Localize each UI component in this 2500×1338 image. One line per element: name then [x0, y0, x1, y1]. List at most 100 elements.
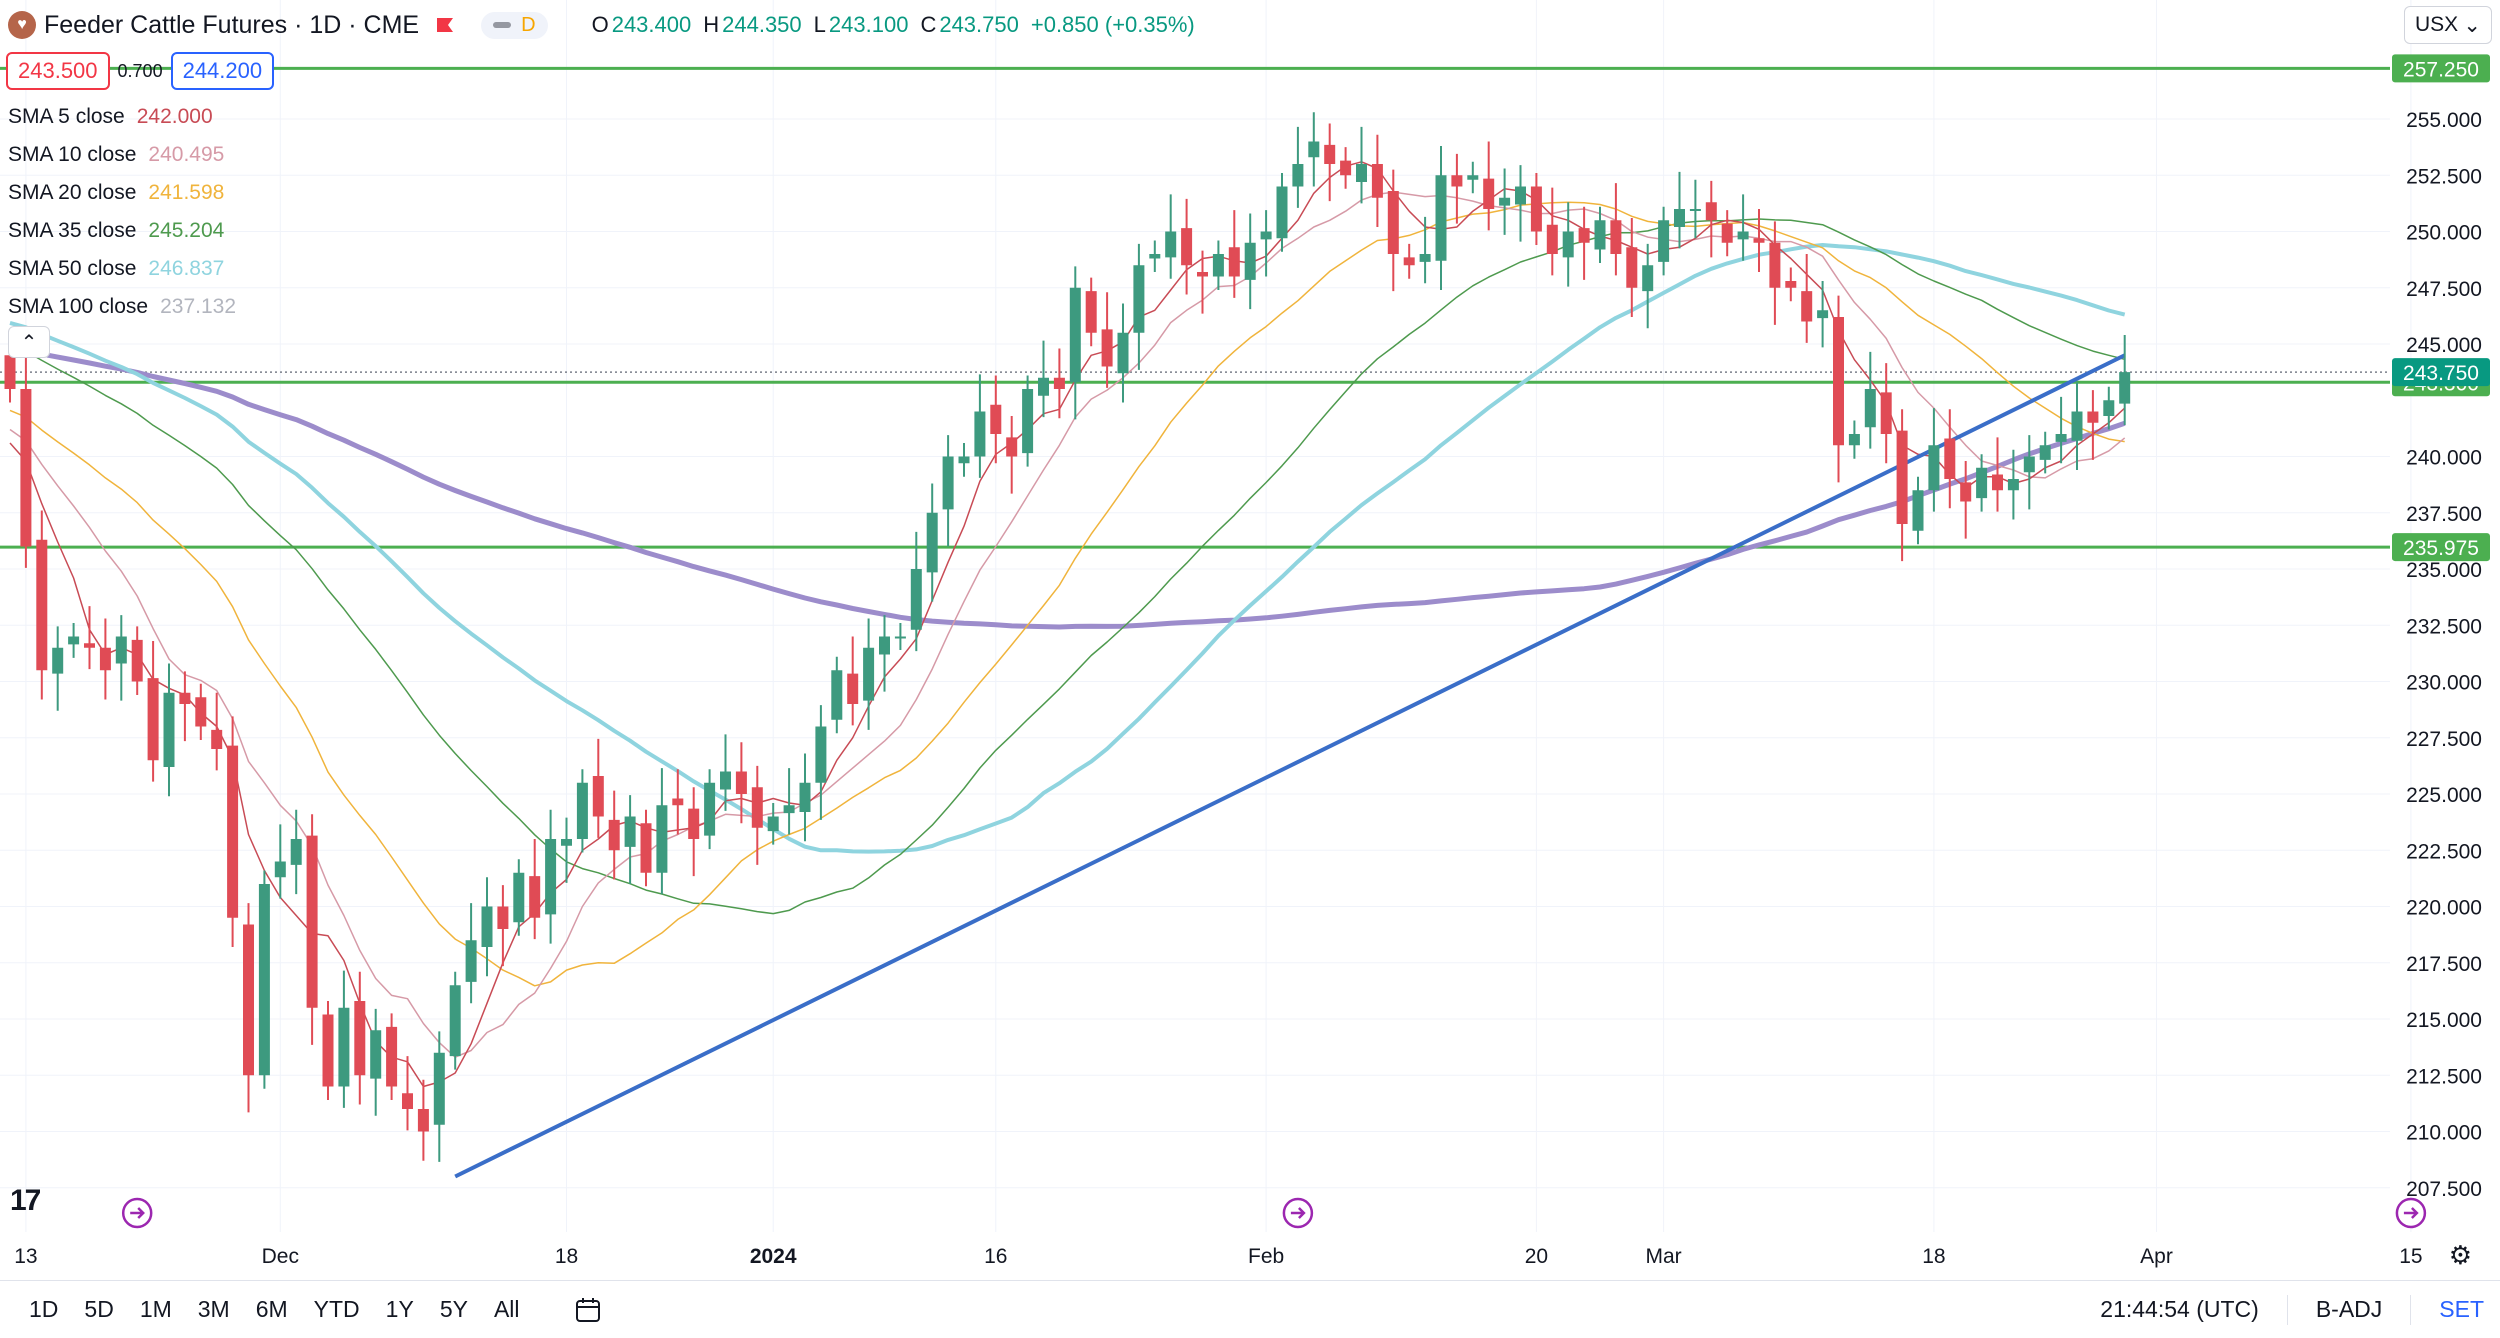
candle[interactable] [672, 769, 684, 835]
candle[interactable] [1276, 173, 1288, 252]
candle[interactable] [1451, 153, 1463, 224]
candle[interactable] [1308, 112, 1320, 187]
clock-readout[interactable]: 21:44:54 (UTC) [2100, 1296, 2259, 1322]
candle[interactable] [258, 870, 270, 1089]
range-button-5y[interactable]: 5Y [439, 1296, 468, 1322]
candle[interactable] [1801, 254, 1813, 343]
candle[interactable] [1674, 171, 1685, 249]
candle[interactable] [894, 623, 906, 650]
candle[interactable] [1133, 243, 1145, 370]
candle[interactable] [1689, 179, 1701, 239]
legend-row[interactable]: SMA 100 close 237.132 [8, 288, 236, 326]
delay-badge[interactable]: D [481, 11, 548, 39]
candle[interactable] [529, 839, 541, 940]
event-marker-icon[interactable] [2395, 1197, 2427, 1229]
candle[interactable] [1530, 173, 1542, 245]
candle[interactable] [1499, 168, 1511, 235]
candle[interactable] [1371, 134, 1383, 227]
candle[interactable] [2023, 435, 2035, 510]
candle[interactable] [847, 636, 859, 726]
candle[interactable] [243, 903, 254, 1113]
legend-row[interactable]: SMA 20 close 241.598 [8, 174, 236, 212]
candle[interactable] [481, 877, 493, 977]
candle[interactable] [1785, 267, 1797, 302]
candle[interactable] [1928, 408, 1940, 512]
candle[interactable] [115, 615, 127, 701]
candle[interactable] [1848, 420, 1860, 459]
range-button-3m[interactable]: 3M [197, 1296, 230, 1322]
candle[interactable] [1753, 209, 1765, 272]
candle[interactable] [147, 641, 159, 782]
candle[interactable] [449, 971, 461, 1070]
price-chart[interactable]: 255.000 252.500 250.000 247.500 245.000 240.0… [0, 0, 2500, 1280]
candle[interactable] [2007, 449, 2019, 520]
candle[interactable] [1737, 194, 1749, 261]
candle[interactable] [290, 809, 302, 895]
candle[interactable] [592, 738, 604, 838]
candle[interactable] [465, 903, 477, 1004]
calendar-icon[interactable] [573, 1295, 603, 1325]
candle[interactable] [433, 1031, 445, 1162]
legend-row[interactable]: SMA 5 close 242.000 [8, 98, 236, 136]
candle[interactable] [227, 716, 239, 947]
candle[interactable] [1419, 216, 1431, 284]
candle[interactable] [1053, 348, 1065, 419]
gear-icon[interactable]: ⚙ [2448, 1240, 2472, 1270]
candle[interactable] [68, 623, 80, 658]
candle[interactable] [990, 375, 1002, 464]
candle[interactable] [608, 790, 620, 880]
candle[interactable] [2087, 390, 2099, 460]
candle[interactable] [1658, 206, 1670, 276]
candle[interactable] [2103, 386, 2115, 430]
candle[interactable] [640, 809, 652, 887]
candle[interactable] [1467, 161, 1479, 194]
candle[interactable] [1721, 210, 1733, 257]
candle[interactable] [179, 671, 191, 742]
candle[interactable] [2055, 396, 2067, 464]
candle[interactable] [36, 510, 48, 700]
range-button-1m[interactable]: 1M [139, 1296, 172, 1322]
candle[interactable] [926, 483, 938, 602]
candle[interactable] [513, 859, 525, 936]
candle[interactable] [1912, 476, 1924, 545]
candle[interactable] [1324, 123, 1336, 202]
range-button-6m[interactable]: 6M [255, 1296, 288, 1322]
candle[interactable] [831, 656, 843, 734]
candle[interactable] [974, 374, 986, 478]
currency-select[interactable]: USX ⌄ [2404, 6, 2492, 44]
candle[interactable] [1038, 340, 1049, 418]
settlement-toggle[interactable]: SET [2439, 1296, 2484, 1322]
range-button-ytd[interactable]: YTD [313, 1296, 360, 1322]
candle[interactable] [195, 683, 207, 740]
candle[interactable] [1594, 206, 1606, 263]
candle[interactable] [2071, 382, 2083, 470]
candle[interactable] [720, 734, 731, 811]
candle[interactable] [1642, 243, 1654, 329]
candle[interactable] [1546, 187, 1558, 276]
range-button-1d[interactable]: 1D [29, 1296, 59, 1322]
candle[interactable] [1244, 213, 1256, 310]
candle[interactable] [370, 1008, 382, 1116]
candle[interactable] [561, 817, 572, 883]
candle[interactable] [20, 351, 32, 568]
candle[interactable] [1435, 146, 1447, 290]
candle[interactable] [799, 753, 811, 842]
candle[interactable] [1403, 243, 1415, 279]
candle[interactable] [704, 769, 716, 850]
candle[interactable] [1197, 250, 1208, 314]
candle[interactable] [1260, 210, 1272, 277]
candle[interactable] [767, 803, 779, 845]
candle[interactable] [1578, 206, 1590, 280]
candle[interactable] [2039, 431, 2051, 474]
candle[interactable] [354, 971, 366, 1105]
candle[interactable] [497, 885, 509, 967]
collapse-legend-button[interactable]: ⌃ [8, 326, 50, 358]
candle[interactable] [576, 769, 588, 853]
candle[interactable] [274, 824, 286, 899]
candle[interactable] [99, 618, 111, 700]
candle[interactable] [1769, 221, 1781, 325]
candle[interactable] [1165, 194, 1177, 279]
ask-button[interactable]: 244.200 [170, 52, 275, 90]
candle[interactable] [815, 705, 827, 820]
candle[interactable] [1626, 218, 1638, 317]
